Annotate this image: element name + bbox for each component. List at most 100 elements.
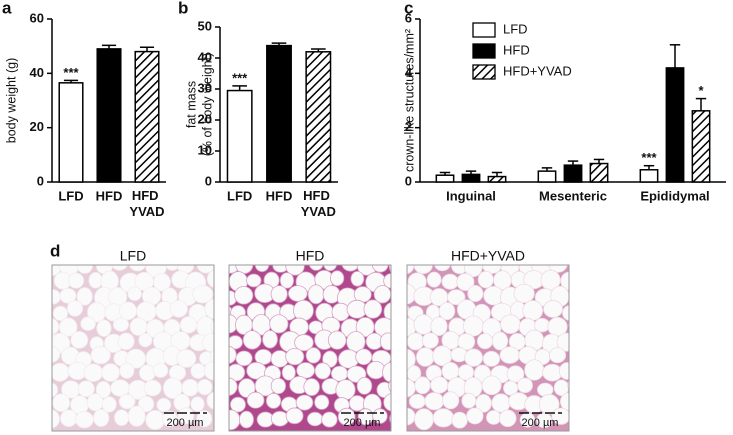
adipocyte [413, 314, 434, 335]
adipocyte [430, 316, 448, 336]
x-tick-label: Epididymal [640, 188, 709, 203]
adipocyte [578, 363, 592, 377]
adipocyte [52, 280, 53, 285]
y-tick-label: 40 [198, 49, 212, 64]
bar [96, 48, 122, 183]
adipocyte [424, 243, 439, 259]
legend-label: HFD+YVAD [503, 63, 572, 78]
adipocyte [52, 362, 70, 382]
adipocyte [212, 240, 229, 258]
adipocyte [26, 285, 44, 303]
bar [266, 44, 292, 183]
adipocyte [119, 301, 138, 321]
adipocyte [206, 391, 214, 410]
legend-swatch [472, 43, 496, 59]
adipocyte [114, 409, 130, 426]
adipocyte [551, 407, 569, 425]
adipocyte [466, 407, 484, 425]
adipocyte [127, 405, 146, 427]
y-tick-label: 2 [405, 119, 412, 134]
adipocyte [447, 289, 466, 306]
adipocyte [26, 349, 42, 363]
adipocyte [426, 271, 442, 288]
y-tick-label: 40 [30, 65, 44, 80]
adipocyte [188, 242, 205, 256]
adipocyte [265, 392, 282, 409]
adipocyte [210, 320, 214, 335]
adipocyte [138, 333, 153, 348]
adipocyte [391, 273, 405, 289]
adipocyte [570, 347, 589, 366]
bar [589, 162, 609, 183]
adipocyte [382, 239, 398, 256]
adipocyte [128, 265, 147, 272]
x-tick-label: HFD YVAD [129, 188, 164, 219]
adipocyte [127, 286, 142, 301]
bar [665, 67, 685, 183]
adipocyte [52, 318, 60, 336]
adipocyte [270, 377, 287, 395]
adipocyte [562, 305, 569, 321]
adipocyte [451, 411, 468, 429]
adipocyte [270, 410, 289, 427]
histology-image [26, 241, 236, 431]
x-tick-label: Inguinal [446, 188, 496, 203]
x-tick-label: HFD YVAD [301, 188, 336, 219]
x-tick-label-line: HFD [132, 188, 162, 203]
adipocyte [229, 314, 238, 334]
legend-swatch [472, 64, 496, 80]
adipocyte [242, 330, 262, 350]
adipocyte [476, 333, 494, 350]
bar [461, 173, 481, 183]
adipocyte [456, 273, 475, 292]
adipocyte [576, 270, 593, 289]
adipocyte [221, 241, 236, 257]
adipocyte [498, 409, 517, 428]
adipocyte [296, 362, 316, 379]
adipocyte [80, 316, 96, 331]
adipocyte [234, 286, 254, 305]
adipocyte [76, 287, 93, 306]
adipocyte [441, 273, 459, 290]
adipocyte [350, 270, 365, 287]
adipocyte [145, 409, 165, 430]
bar [537, 170, 557, 183]
adipocyte [433, 265, 451, 272]
adipocyte [229, 345, 237, 364]
adipocyte [229, 396, 246, 413]
adipocyte [202, 333, 214, 353]
x-tick-label: HFD [96, 188, 123, 203]
y-tick-label: 6 [405, 10, 412, 25]
adipocyte [534, 317, 551, 333]
adipocyte [143, 379, 162, 397]
adipocyte [293, 299, 314, 322]
adipocyte [176, 349, 197, 368]
adipocyte [294, 334, 314, 352]
adipocyte [129, 317, 148, 336]
significance: *** [232, 70, 248, 85]
y-axis-label: crown-like structures/mm² [402, 29, 416, 172]
adipocyte [543, 300, 563, 318]
adipocyte [432, 408, 455, 428]
bar [134, 50, 160, 183]
adipocyte [93, 408, 110, 427]
adipocyte [499, 346, 520, 364]
adipocyte [86, 393, 104, 412]
y-tick-label: 30 [198, 80, 212, 95]
image-label: HFD [296, 248, 325, 264]
adipocyte [196, 410, 213, 428]
adipocyte [559, 239, 576, 257]
adipocyte [152, 362, 169, 378]
adipocyte [153, 241, 170, 257]
adipocyte [407, 304, 410, 317]
adipocyte [414, 408, 434, 431]
adipocyte [560, 271, 569, 291]
adipocyte [407, 332, 425, 351]
bar [58, 82, 84, 183]
adipocyte [192, 285, 214, 304]
x-tick-label-line: YVAD [301, 204, 336, 219]
adipocyte [475, 393, 492, 413]
adipocyte [156, 397, 172, 413]
bar [487, 175, 507, 183]
